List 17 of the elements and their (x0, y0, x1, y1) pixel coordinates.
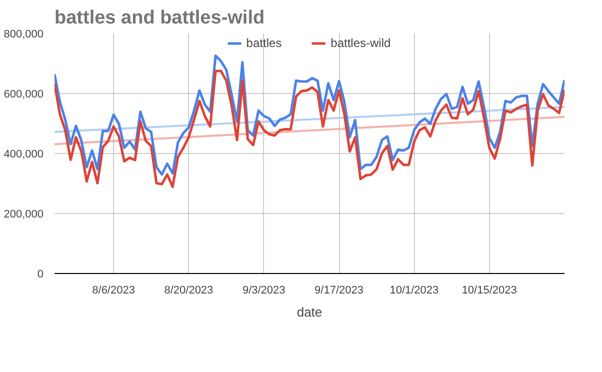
x-tick-label: 10/1/2023 (390, 284, 439, 296)
y-tick-label: 600,000 (4, 88, 44, 100)
x-axis-title: date (296, 304, 322, 320)
x-tick-label: 8/6/2023 (92, 284, 135, 296)
y-tick-label: 0 (37, 268, 44, 280)
y-tick-label: 800,000 (4, 28, 44, 40)
line-series (54, 70, 564, 188)
x-tick-label: 10/15/2023 (462, 284, 517, 296)
line-series (54, 54, 564, 176)
legend-label: battles-wild (330, 36, 391, 50)
legend-label: battles (246, 36, 282, 50)
y-tick-label: 400,000 (4, 148, 44, 160)
chart-title: battles and battles-wild (54, 8, 265, 28)
x-tick-label: 9/3/2023 (242, 284, 286, 296)
x-tick-label: 8/20/2023 (164, 284, 214, 296)
y-tick-label: 200,000 (4, 208, 44, 220)
x-tick-label: 9/17/2023 (314, 284, 364, 296)
